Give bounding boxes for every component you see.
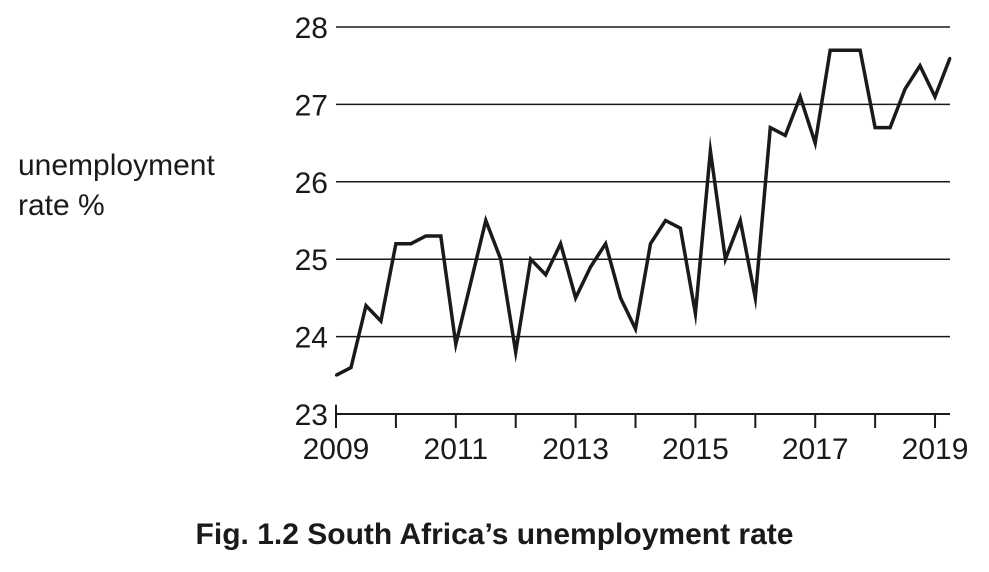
data-point [664,219,667,222]
data-point [754,296,757,300]
data-point [799,95,802,98]
y-tick-label-25: 25 [295,244,328,277]
x-tick-label-2015: 2015 [662,433,729,466]
y-tick-label-27: 27 [295,89,328,122]
data-point [409,242,413,245]
x-tick-label-2009: 2009 [303,433,370,466]
data-point [709,149,712,153]
data-point [619,296,622,300]
gridlines [336,26,950,338]
data-point [814,141,817,145]
data-point [858,49,862,52]
x-tick-label-2013: 2013 [542,433,609,466]
data-point [469,281,472,284]
figure-caption: Fig. 1.2 South Africa’s unemployment rat… [195,518,794,551]
data-point [679,227,682,230]
y-axis-label-line-2: rate % [18,189,105,222]
data-point [649,242,652,245]
y-tick-label-24: 24 [295,322,328,355]
data-point [529,258,532,261]
y-axis-label: unemployment rate % [18,146,215,226]
tick-labels: 23 24 25 26 27 28 2009 2011 2013 2015 2017 2019 [295,12,969,466]
data-point [394,242,398,245]
y-axis-label-line-1: unemployment [18,149,215,182]
data-point [589,265,592,269]
axes [335,404,950,428]
data-point [484,219,487,222]
data-point [514,350,517,354]
data-point [349,366,353,369]
data-point [574,296,577,300]
x-tick-label-2019: 2019 [902,433,969,466]
data-point [739,219,742,222]
y-tick-label-26: 26 [295,167,328,200]
y-tick-label-23: 23 [295,399,328,432]
data-point [499,258,502,261]
data-point [379,319,383,323]
data-point [784,134,787,137]
data-point [873,126,877,129]
data-point [694,312,697,315]
series-line-0 [335,48,952,377]
x-tick-label-2011: 2011 [424,433,489,466]
data-point [454,343,458,346]
data-point [918,64,922,67]
x-tick-label-2017: 2017 [782,433,849,466]
data-point [724,258,727,261]
data-point [903,87,907,91]
data-point [634,327,637,331]
data-point [933,95,937,98]
data-point [843,49,847,52]
data-point [424,234,428,238]
data-point [604,242,607,245]
data-point [334,374,338,377]
data-point [948,56,952,60]
data-point [769,126,772,129]
data-point [364,304,368,307]
data-point [828,49,832,52]
data-point [544,273,547,276]
data-point [559,242,562,245]
y-tick-label-28: 28 [295,12,328,45]
data-point [888,126,892,129]
data-point [439,234,443,238]
series-layer [334,48,952,377]
